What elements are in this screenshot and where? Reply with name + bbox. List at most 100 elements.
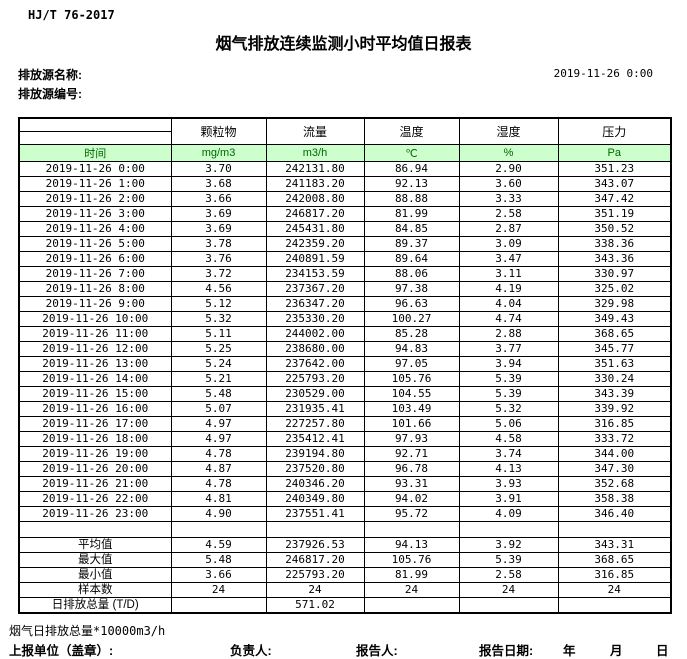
row-time-cell: 2019-11-26 23:00 bbox=[18, 506, 172, 522]
row-value-cell: 97.38 bbox=[363, 281, 460, 297]
row-value-cell: 246817.20 bbox=[265, 206, 365, 222]
stat-value-cell: 5.39 bbox=[458, 552, 559, 568]
row-value-cell: 368.65 bbox=[557, 326, 672, 342]
stat-value-cell: 246817.20 bbox=[265, 552, 365, 568]
row-value-cell: 3.69 bbox=[170, 206, 267, 222]
row-value-cell: 343.07 bbox=[557, 176, 672, 192]
row-value-cell: 89.37 bbox=[363, 236, 460, 252]
stat-value-cell: 105.76 bbox=[363, 552, 460, 568]
row-value-cell: 329.98 bbox=[557, 296, 672, 312]
row-time-cell: 2019-11-26 10:00 bbox=[18, 311, 172, 327]
table-row: 2019-11-26 2:00 3.66 242008.80 88.88 3.33 347… bbox=[18, 191, 672, 207]
row-time-cell: 2019-11-26 11:00 bbox=[18, 326, 172, 342]
row-value-cell: 92.71 bbox=[363, 446, 460, 462]
row-value-cell: 237520.80 bbox=[265, 461, 365, 477]
table-row: 2019-11-26 16:00 5.07 231935.41 103.49 5.32 3… bbox=[18, 401, 672, 417]
table-row: 2019-11-26 13:00 5.24 237642.00 97.05 3.94 35… bbox=[18, 356, 672, 372]
reporter-label: 报告人: bbox=[356, 644, 398, 658]
header-corner-cell-bottom bbox=[18, 131, 172, 145]
row-time-cell: 2019-11-26 20:00 bbox=[18, 461, 172, 477]
stat-value-cell: 3.92 bbox=[458, 537, 559, 553]
param-header-cell: 温度 bbox=[363, 117, 460, 145]
row-value-cell: 5.12 bbox=[170, 296, 267, 312]
row-value-cell: 92.13 bbox=[363, 176, 460, 192]
stat-row: 日排放总量 (T/D) 571.02 bbox=[18, 597, 672, 614]
row-value-cell: 237367.20 bbox=[265, 281, 365, 297]
table-row: 2019-11-26 9:00 5.12 236347.20 96.63 4.04 329… bbox=[18, 296, 672, 312]
row-value-cell: 346.40 bbox=[557, 506, 672, 522]
row-value-cell: 347.30 bbox=[557, 461, 672, 477]
stats-rows: 平均值 4.59 237926.53 94.13 3.92 343.31 最大值 5.48 24… bbox=[18, 537, 672, 614]
row-value-cell: 236347.20 bbox=[265, 296, 365, 312]
row-value-cell: 237551.41 bbox=[265, 506, 365, 522]
stat-row: 最大值 5.48 246817.20 105.76 5.39 368.65 bbox=[18, 552, 672, 568]
row-time-cell: 2019-11-26 19:00 bbox=[18, 446, 172, 462]
stat-value-cell: 571.02 bbox=[265, 597, 365, 614]
row-value-cell: 343.36 bbox=[557, 251, 672, 267]
row-value-cell: 4.78 bbox=[170, 446, 267, 462]
row-value-cell: 5.21 bbox=[170, 371, 267, 387]
row-value-cell: 237642.00 bbox=[265, 356, 365, 372]
unit-cell: ℃ bbox=[363, 144, 460, 162]
param-header-cell: 颗粒物 bbox=[170, 117, 267, 145]
row-value-cell: 3.91 bbox=[458, 491, 559, 507]
row-value-cell: 5.32 bbox=[170, 311, 267, 327]
row-value-cell: 3.77 bbox=[458, 341, 559, 357]
row-time-cell: 2019-11-26 21:00 bbox=[18, 476, 172, 492]
row-value-cell: 242359.20 bbox=[265, 236, 365, 252]
stat-value-cell: 2.58 bbox=[458, 567, 559, 583]
table-row: 2019-11-26 5:00 3.78 242359.20 89.37 3.09 338… bbox=[18, 236, 672, 252]
stat-value-cell: 24 bbox=[170, 582, 267, 598]
row-time-cell: 2019-11-26 5:00 bbox=[18, 236, 172, 252]
row-value-cell: 3.74 bbox=[458, 446, 559, 462]
row-time-cell: 2019-11-26 6:00 bbox=[18, 251, 172, 267]
table-row: 2019-11-26 8:00 4.56 237367.20 97.38 4.19 325… bbox=[18, 281, 672, 297]
row-value-cell: 227257.80 bbox=[265, 416, 365, 432]
spacer-section bbox=[18, 521, 672, 538]
row-value-cell: 343.39 bbox=[557, 386, 672, 402]
stat-value-cell: 24 bbox=[363, 582, 460, 598]
row-value-cell: 344.00 bbox=[557, 446, 672, 462]
row-value-cell: 2.58 bbox=[458, 206, 559, 222]
row-value-cell: 235412.41 bbox=[265, 431, 365, 447]
table-row: 2019-11-26 0:00 3.70 242131.80 86.94 2.90 351… bbox=[18, 161, 672, 177]
stat-label-cell: 样本数 bbox=[18, 582, 172, 598]
stat-label-cell: 平均值 bbox=[18, 537, 172, 553]
row-value-cell: 103.49 bbox=[363, 401, 460, 417]
stat-value-cell: 24 bbox=[458, 582, 559, 598]
table-row: 2019-11-26 20:00 4.87 237520.80 96.78 4.13 34… bbox=[18, 461, 672, 477]
row-value-cell: 339.92 bbox=[557, 401, 672, 417]
spacer-row bbox=[18, 521, 672, 538]
row-value-cell: 97.93 bbox=[363, 431, 460, 447]
stat-value-cell bbox=[557, 597, 672, 614]
row-value-cell: 316.85 bbox=[557, 416, 672, 432]
stat-value-cell: 4.59 bbox=[170, 537, 267, 553]
row-value-cell: 84.85 bbox=[363, 221, 460, 237]
year-label: 年 bbox=[563, 644, 576, 658]
row-value-cell: 4.56 bbox=[170, 281, 267, 297]
row-value-cell: 4.97 bbox=[170, 416, 267, 432]
day-label: 日 bbox=[656, 644, 669, 658]
stat-value-cell: 237926.53 bbox=[265, 537, 365, 553]
row-value-cell: 3.69 bbox=[170, 221, 267, 237]
row-value-cell: 3.78 bbox=[170, 236, 267, 252]
report-unit-label: 上报单位（盖章）: bbox=[9, 644, 114, 658]
row-value-cell: 245431.80 bbox=[265, 221, 365, 237]
time-header-cell: 时间 bbox=[18, 144, 172, 162]
table-row: 2019-11-26 18:00 4.97 235412.41 97.93 4.58 33… bbox=[18, 431, 672, 447]
row-value-cell: 97.05 bbox=[363, 356, 460, 372]
stat-value-cell bbox=[363, 597, 460, 614]
row-value-cell: 239194.80 bbox=[265, 446, 365, 462]
row-value-cell: 351.63 bbox=[557, 356, 672, 372]
param-header-cell: 流量 bbox=[265, 117, 365, 145]
source-code-label: 排放源编号: bbox=[18, 87, 82, 101]
row-value-cell: 2.90 bbox=[458, 161, 559, 177]
row-value-cell: 240349.80 bbox=[265, 491, 365, 507]
row-value-cell: 5.25 bbox=[170, 341, 267, 357]
row-value-cell: 100.27 bbox=[363, 311, 460, 327]
table-row: 2019-11-26 17:00 4.97 227257.80 101.66 5.06 3… bbox=[18, 416, 672, 432]
row-value-cell: 104.55 bbox=[363, 386, 460, 402]
table-row: 2019-11-26 1:00 3.68 241183.20 92.13 3.60 343… bbox=[18, 176, 672, 192]
row-value-cell: 94.83 bbox=[363, 341, 460, 357]
row-value-cell: 230529.00 bbox=[265, 386, 365, 402]
